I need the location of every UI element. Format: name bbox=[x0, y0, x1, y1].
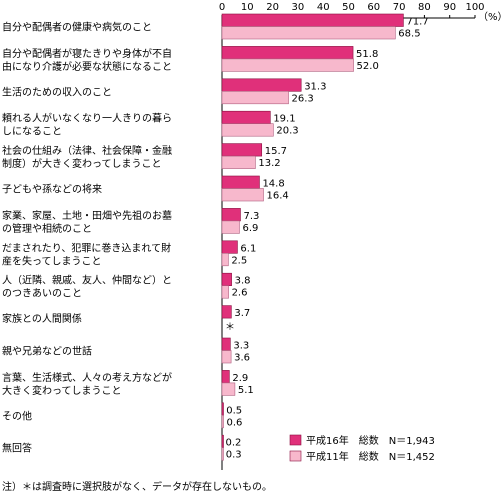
bar-heisei16 bbox=[221, 370, 230, 384]
category-label: 自分や配偶者が寝たきりや身体が不自 bbox=[2, 47, 172, 60]
bar-heisei11 bbox=[221, 253, 229, 267]
data-label-heisei11: 52.0 bbox=[357, 61, 379, 72]
data-label-heisei11: 3.6 bbox=[234, 353, 250, 364]
bar-heisei11 bbox=[221, 220, 240, 234]
category-label: 由になり介護が必要な状態になること bbox=[2, 60, 172, 73]
bar-heisei16 bbox=[221, 305, 232, 319]
bar-heisei11 bbox=[221, 26, 396, 40]
bar-heisei16 bbox=[221, 110, 271, 124]
data-label-heisei11: 0.3 bbox=[226, 450, 242, 461]
bar-heisei11 bbox=[221, 447, 224, 461]
data-label-heisei16: 3.7 bbox=[234, 308, 250, 319]
x-tick-label: 100 bbox=[465, 2, 484, 13]
x-tick-label: 50 bbox=[342, 2, 355, 13]
bar-heisei11 bbox=[221, 91, 289, 105]
category-label: 子どもや孫などの将来 bbox=[2, 184, 102, 196]
category-label: 無回答 bbox=[2, 442, 32, 455]
data-label-heisei16: 6.1 bbox=[240, 243, 256, 254]
category-label: 親や兄弟などの世話 bbox=[2, 345, 92, 358]
bar-heisei11 bbox=[221, 285, 229, 299]
data-label-heisei16: 14.8 bbox=[262, 179, 284, 190]
x-tick-label: 90 bbox=[443, 2, 456, 13]
x-tick-label: 60 bbox=[367, 2, 380, 13]
bar-heisei16 bbox=[221, 175, 260, 189]
legend-swatch bbox=[289, 434, 302, 446]
data-label-heisei11: 13.2 bbox=[258, 158, 280, 169]
data-label-heisei16: 15.7 bbox=[265, 146, 287, 157]
category-label: 社会の仕組み（法律、社会保障・金融 bbox=[2, 144, 172, 157]
data-label-heisei11: 2.6 bbox=[232, 288, 248, 299]
category-label: の管理や相続のこと bbox=[2, 222, 92, 235]
bar-heisei16 bbox=[221, 78, 302, 92]
bar-heisei16 bbox=[221, 240, 238, 254]
legend-swatch bbox=[289, 450, 302, 462]
legend-label: 平成16年 総数 N＝1,943 bbox=[306, 434, 435, 447]
x-tick-label: 0 bbox=[219, 2, 225, 13]
bar-heisei16 bbox=[221, 434, 224, 449]
category-label: その他 bbox=[2, 409, 32, 422]
category-label: 大きく変わってしまうこと bbox=[2, 384, 122, 397]
data-label-heisei16: 0.2 bbox=[226, 438, 242, 449]
bar-heisei11 bbox=[221, 414, 224, 429]
category-label: 産を失ってしまうこと bbox=[2, 254, 102, 267]
x-tick-label: 70 bbox=[393, 2, 406, 13]
bar-heisei16 bbox=[221, 46, 354, 60]
bar-heisei16 bbox=[221, 208, 241, 222]
x-tick-label: 30 bbox=[292, 2, 305, 13]
category-label: だまされたり、犯罪に巻き込まれて財 bbox=[2, 241, 171, 254]
data-label-heisei16: 19.1 bbox=[273, 114, 295, 125]
data-label-heisei11: 20.3 bbox=[276, 126, 298, 137]
bar-heisei16 bbox=[221, 13, 404, 27]
x-tick-label: 20 bbox=[266, 2, 279, 13]
x-tick-label: 40 bbox=[317, 2, 330, 13]
data-label-heisei11: 16.4 bbox=[266, 191, 288, 202]
category-label: 家業、家屋、土地・田畑や先祖のお墓 bbox=[2, 209, 172, 222]
bar-heisei16 bbox=[221, 143, 263, 157]
category-label: 頼れる人がいなくなり一人きりの暮ら bbox=[2, 112, 172, 125]
data-label-heisei16: 51.8 bbox=[356, 49, 378, 60]
bar-heisei16 bbox=[221, 337, 231, 351]
data-label-heisei11: 6.9 bbox=[242, 223, 258, 234]
bar-heisei16 bbox=[221, 272, 232, 287]
bar-heisei11 bbox=[221, 123, 274, 137]
data-label-heisei11: 5.1 bbox=[238, 385, 254, 396]
data-label-heisei16: 0.5 bbox=[226, 405, 242, 416]
data-label-heisei16: 3.3 bbox=[233, 341, 249, 352]
category-label: のつきあいのこと bbox=[2, 288, 82, 300]
x-tick-label: 10 bbox=[241, 2, 254, 13]
category-label: 制度）が大きく変わってしまうこと bbox=[2, 157, 162, 170]
bar-heisei11 bbox=[221, 382, 236, 396]
data-label-heisei11: 0.6 bbox=[227, 417, 243, 428]
data-label-heisei16: 71.7 bbox=[406, 17, 428, 28]
bar-heisei11 bbox=[221, 58, 354, 72]
data-label-heisei11: 26.3 bbox=[292, 93, 314, 104]
data-label-heisei11: 2.5 bbox=[231, 255, 247, 266]
x-tick-label: 80 bbox=[418, 2, 431, 13]
category-label: 言葉、生活様式、人々の考え方などが bbox=[2, 371, 172, 384]
data-label-heisei16: 31.3 bbox=[304, 81, 326, 92]
bar-heisei11 bbox=[221, 188, 264, 202]
data-label-heisei16: 7.3 bbox=[243, 211, 259, 222]
footnote: 注）＊は調査時に選択肢がなく、データが存在しないもの。 bbox=[2, 482, 272, 493]
category-label: しになること bbox=[2, 126, 62, 138]
category-label: 自分や配偶者の健康や病気のこと bbox=[2, 21, 152, 34]
data-label-heisei16: 2.9 bbox=[232, 373, 248, 384]
category-label: 生活のための収入のこと bbox=[2, 85, 112, 98]
category-label: 家族との人間関係 bbox=[2, 312, 82, 325]
data-label-heisei16: 3.8 bbox=[235, 276, 251, 287]
bar-heisei11 bbox=[221, 155, 256, 169]
category-label: 人（近隣、親戚、友人、仲間など）と bbox=[2, 274, 172, 287]
legend-label: 平成11年 総数 N＝1,452 bbox=[306, 450, 435, 463]
data-label-heisei11: 68.5 bbox=[398, 29, 420, 40]
bar-heisei11 bbox=[221, 350, 232, 364]
axis-unit-label: （%） bbox=[478, 11, 504, 23]
data-label-heisei11: ＊ bbox=[225, 322, 235, 333]
bar-heisei16 bbox=[221, 402, 224, 416]
